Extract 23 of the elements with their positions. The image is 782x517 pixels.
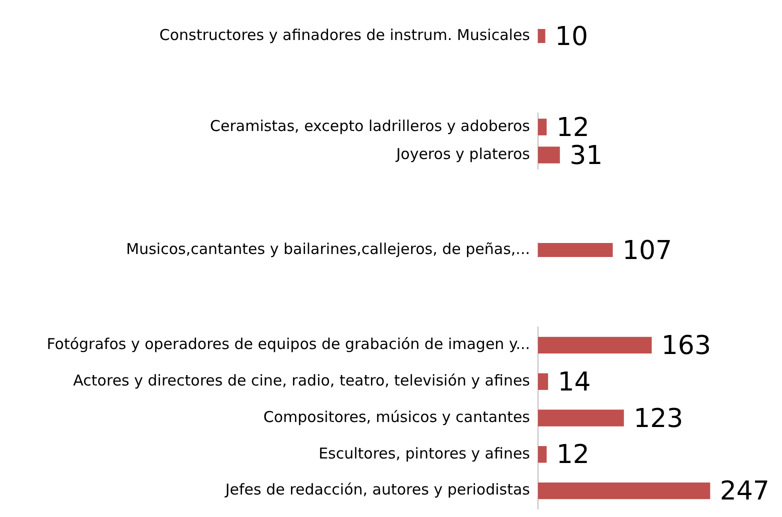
y-tick-label: Escultores, pintores y afines [318,444,530,462]
y-tick-label: Ceramistas, excepto ladrilleros y adoberos [210,116,530,135]
y-tick-label: Compositores, músicos y cantantes [263,408,530,426]
y-tick-label: Actores y directores de cine, radio, teatro, televisión y afines [73,371,530,390]
data-label: 247 [720,476,770,507]
data-label: 12 [556,112,590,143]
bar [538,336,652,354]
y-tick-label: Musicos,cantantes y bailarines,callejeros, de peñas,... [126,240,530,258]
bar [538,482,710,500]
bar [538,373,548,390]
data-label: 31 [570,140,603,171]
y-tick-label: Joyeros y plateros [395,144,530,163]
data-label: 14 [558,367,591,398]
data-label: 10 [554,22,588,52]
data-label: 12 [556,440,590,470]
y-tick-label: Constructores y afinadores de instrum. Musicales [159,26,530,44]
y-tick-label: Fotógrafos y operadores de equipos de grabación de imagen y... [46,335,530,354]
data-label: 107 [622,236,672,266]
bar [538,410,624,426]
y-tick-label: Jefes de redacción, autores y periodistas [224,480,530,499]
bar [538,446,547,463]
data-label: 163 [661,330,712,361]
data-label: 123 [634,404,684,434]
